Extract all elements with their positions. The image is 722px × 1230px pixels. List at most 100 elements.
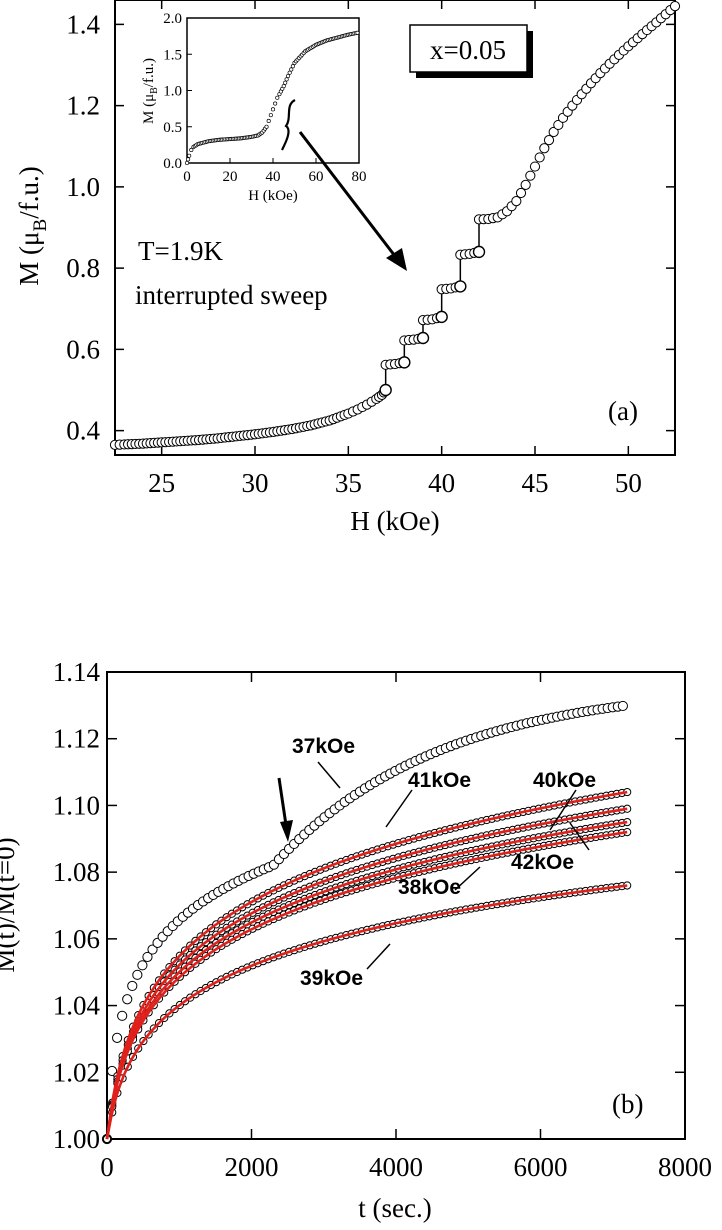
inset-data-point <box>266 118 271 124</box>
panel-b-data-points <box>101 700 632 1145</box>
curve-label-38kOe: 38kOe <box>398 876 461 899</box>
inset-x-axis-title: H (kOe) <box>248 188 298 204</box>
inset-data-point <box>289 67 294 72</box>
inset-tick-labels: 0 20 40 60 80 0.0 0.5 1.0 1.5 2.0 <box>163 11 366 185</box>
inset-data-point <box>264 124 269 129</box>
a-data-point <box>525 170 536 181</box>
composition-label: x=0.05 <box>430 35 506 65</box>
inset-data-point <box>186 157 191 162</box>
inset-data-point <box>283 80 288 85</box>
a-x-tick-label: 25 <box>148 468 175 498</box>
b-x-tick-label: 6000 <box>514 1152 568 1182</box>
a-x-tick-label: 45 <box>522 468 549 498</box>
b-data-point <box>106 1065 118 1077</box>
inset-y-axis-title: M (μB/f.u.) <box>141 58 160 124</box>
inset-x-tick-label: 80 <box>352 169 367 185</box>
b-x-tick-label: 0 <box>100 1152 114 1182</box>
b-data-point <box>132 969 143 980</box>
a-x-tick-label: 30 <box>242 468 269 498</box>
inset-chart: 0 20 40 60 80 0.0 0.5 1.0 1.5 2.0 H (kOe) M (μB/f… <box>141 11 367 204</box>
panel-a: 25 30 35 40 45 50 0.4 0.6 0.8 1.0 1.2 1.4 0 20 40 60 80… <box>14 0 681 536</box>
a-y-tick-label: 1.2 <box>66 91 100 121</box>
panel-a-plot-frame <box>114 0 676 456</box>
b-y-tick-label: 1.00 <box>53 1124 100 1154</box>
b-fit-line <box>105 807 628 1140</box>
b-data-point <box>142 951 153 963</box>
inset-data-point <box>189 147 194 153</box>
b-y-tick-label: 1.14 <box>53 657 101 687</box>
panel-b-tick-labels: 0 2000 4000 6000 8000 1.00 1.02 1.04 1.06 1.08 1.1… <box>53 657 712 1182</box>
b-data-point <box>147 944 158 955</box>
a-x-tick-label: 50 <box>615 468 642 498</box>
inset-data-point <box>187 153 192 158</box>
b-y-tick-label: 1.04 <box>53 991 101 1021</box>
zoom-arrow <box>298 131 407 271</box>
a-y-tick-label: 0.4 <box>66 416 100 446</box>
b-data-point <box>112 1032 123 1043</box>
panel-a-x-axis-title: H (kOe) <box>350 506 439 536</box>
b-y-tick-label: 1.02 <box>53 1057 100 1087</box>
b-data-point <box>137 960 148 971</box>
a-plateau-end-point <box>435 310 448 324</box>
a-data-point <box>534 152 545 163</box>
inset-x-tick-label: 0 <box>183 169 191 185</box>
panel-a-data-points <box>109 0 681 450</box>
a-plateau-end-point <box>398 356 411 369</box>
curve-label-37kOe: 37kOe <box>292 735 355 758</box>
a-plateau-end-point <box>472 245 486 259</box>
a-data-point <box>520 179 531 190</box>
a-data-point <box>511 195 522 207</box>
panel-a-tick-labels: 25 30 35 40 45 50 0.4 0.6 0.8 1.0 1.2 1.4 <box>66 9 642 498</box>
a-data-point <box>529 161 541 172</box>
inset-y-tick-label: 0.0 <box>163 156 182 172</box>
panel-b-label: (b) <box>612 1089 643 1119</box>
b-fit-line <box>105 790 628 1140</box>
curve-label-42kOe: 42kOe <box>511 851 574 874</box>
inset-y-tick-label: 1.0 <box>163 84 182 100</box>
panel-b: 0 2000 4000 6000 8000 1.00 1.02 1.04 1.06 1.08 1.1… <box>0 657 712 1223</box>
a-data-point <box>553 119 564 131</box>
panel-b-y-axis-title: M(t)/M(t=0) <box>0 837 20 972</box>
b-fit-line <box>105 820 628 1140</box>
b-x-tick-label: 8000 <box>658 1152 712 1182</box>
a-x-tick-label: 35 <box>335 468 362 498</box>
inset-data-point <box>268 113 273 118</box>
a-y-tick-label: 0.6 <box>66 334 100 364</box>
a-y-tick-label: 1.4 <box>66 9 100 39</box>
panel-b-x-axis-title: t (sec.) <box>358 1193 431 1223</box>
crossover-arrow <box>277 777 293 842</box>
b-y-tick-label: 1.08 <box>53 857 100 887</box>
a-data-point <box>515 187 527 199</box>
inset-ticks <box>186 17 360 164</box>
inset-data-point <box>275 95 280 100</box>
a-data-point <box>543 135 555 146</box>
b-y-tick-label: 1.06 <box>53 924 100 954</box>
a-y-tick-label: 0.8 <box>66 253 100 283</box>
inset-data-point <box>355 30 360 35</box>
inset-data-point <box>281 84 286 89</box>
b-x-tick-label: 2000 <box>225 1152 279 1182</box>
inset-data-point <box>287 70 292 75</box>
b-data-point <box>127 980 138 992</box>
a-x-tick-label: 40 <box>428 468 455 498</box>
b-y-tick-label: 1.10 <box>53 790 100 820</box>
inset-y-tick-label: 0.5 <box>163 120 182 136</box>
inset-x-tick-label: 40 <box>266 169 281 185</box>
curve-label-leaders <box>317 761 590 970</box>
inset-data-points <box>184 30 360 166</box>
b-data-point <box>617 700 628 712</box>
inset-data-point <box>284 77 289 82</box>
sweep-mode-label: interrupted sweep <box>135 280 328 310</box>
a-plateau-end-point <box>416 331 430 345</box>
curve-label-41kOe: 41kOe <box>408 769 471 792</box>
curve-label-39kOe: 39kOe <box>300 967 363 990</box>
temperature-label: T=1.9K <box>138 236 223 266</box>
inset-x-tick-label: 20 <box>223 169 238 185</box>
panel-a-y-axis-title: M (μB/f.u.) <box>14 166 51 285</box>
panel-b-fit-lines <box>105 790 628 1140</box>
panel-a-ticks <box>115 0 675 455</box>
a-plateau-end-point <box>379 383 392 397</box>
inset-y-tick-label: 1.5 <box>163 47 182 63</box>
a-plateau-end-point <box>454 280 467 293</box>
